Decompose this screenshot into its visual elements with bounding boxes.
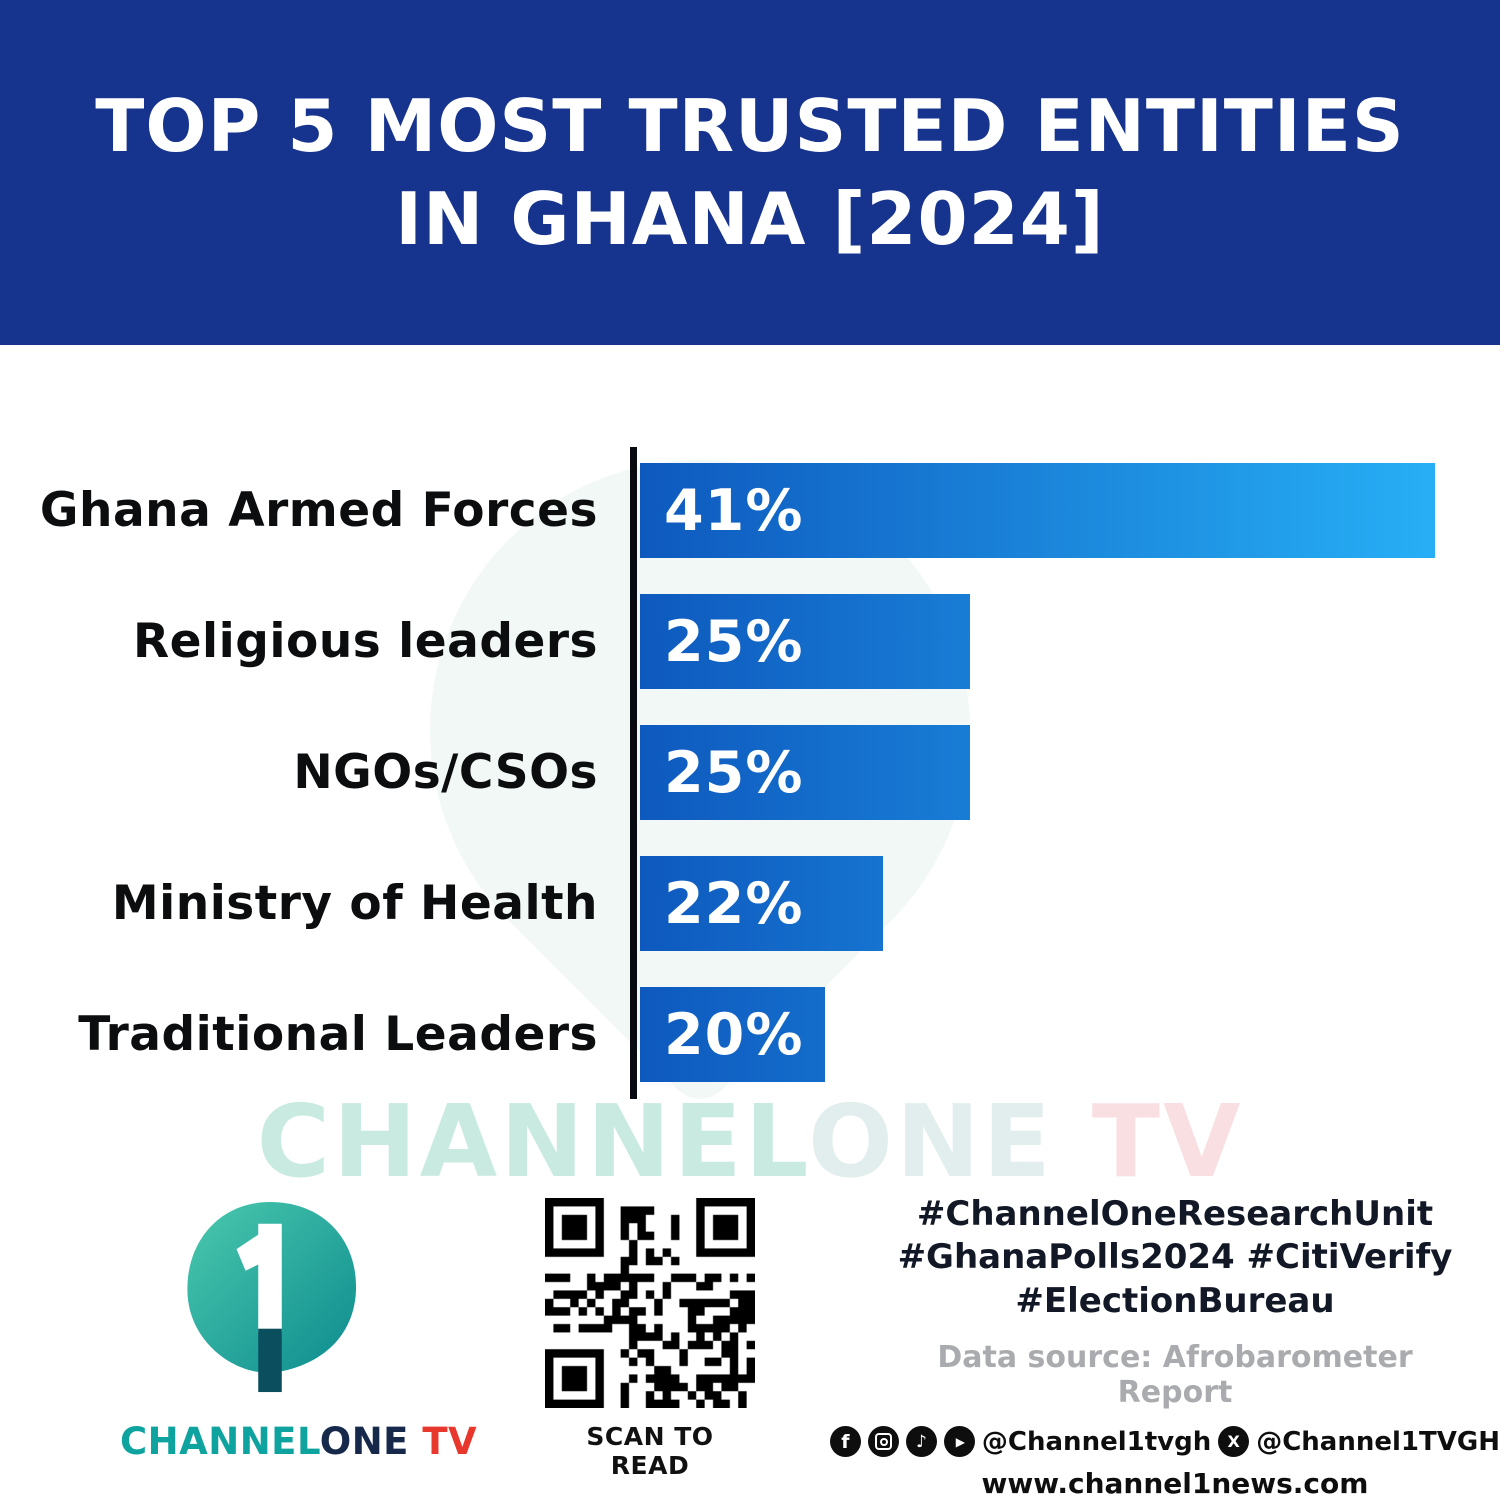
hashtag-line-3: #ElectionBureau: [1015, 1280, 1335, 1321]
bar-value-label: 25%: [664, 739, 804, 806]
bar-row: Ghana Armed Forces 41%: [0, 463, 1500, 558]
website-url: www.channel1news.com: [981, 1467, 1369, 1500]
social-handle-main: @Channel1tvgh: [981, 1426, 1212, 1457]
wordmark-one: ONE: [319, 1420, 409, 1463]
bar-value-label: 20%: [664, 1001, 804, 1068]
bar: 25%: [640, 594, 970, 689]
bar-category-label: Religious leaders: [132, 614, 598, 669]
bar: 25%: [640, 725, 970, 820]
bar-value-label: 25%: [664, 608, 804, 675]
x-icon: X: [1218, 1426, 1250, 1458]
logo-pick-icon: [187, 1202, 357, 1393]
tiktok-icon: ♪: [905, 1426, 937, 1458]
bar-chart: Ghana Armed Forces 41% Religious leaders 25…: [0, 345, 1500, 1125]
page-title-line1: TOP 5 MOST TRUSTED ENTITIES: [95, 84, 1405, 169]
footer: CHANNELONE TV SCAN TO READ #ChannelOneRe…: [0, 1180, 1500, 1500]
youtube-icon: ▶: [943, 1426, 975, 1458]
hashtag-line-1: #ChannelOneResearchUnit: [916, 1194, 1434, 1234]
footer-info: #ChannelOneResearchUnit #GhanaPolls2024 …: [829, 1194, 1500, 1500]
bar: 41%: [640, 463, 1435, 558]
social-row: f ♪ ▶ @Channel1tvgh X @Channel1TVGHA: [829, 1426, 1500, 1458]
bar-value-label: 22%: [664, 870, 804, 937]
bar: 20%: [640, 987, 825, 1082]
social-handle-x: @Channel1TVGHA: [1256, 1426, 1500, 1457]
bar-value-label: 41%: [664, 477, 804, 544]
qr-caption: SCAN TO READ: [586, 1422, 714, 1480]
bar-category-label: Ministry of Health: [111, 876, 598, 931]
bar-category-label: Traditional Leaders: [78, 1007, 598, 1062]
bar-category-label: Ghana Armed Forces: [39, 483, 598, 538]
y-axis-line: [630, 447, 637, 1099]
bar-row: NGOs/CSOs 25%: [0, 725, 1500, 820]
bar-row: Ministry of Health 22%: [0, 856, 1500, 951]
instagram-icon: [867, 1426, 899, 1458]
bar-row: Traditional Leaders 20%: [0, 987, 1500, 1082]
page-title: TOP 5 MOST TRUSTED ENTITIES IN GHANA [20…: [95, 80, 1405, 264]
logo-wordmark: CHANNELONE TV: [120, 1420, 477, 1463]
hashtag-line-2: #GhanaPolls2024 #CitiVerify: [897, 1237, 1453, 1278]
bar-row: Religious leaders 25%: [0, 594, 1500, 689]
header-banner: TOP 5 MOST TRUSTED ENTITIES IN GHANA [20…: [0, 0, 1500, 345]
bar: 22%: [640, 856, 883, 951]
qr-code: [545, 1198, 755, 1408]
qr-block: SCAN TO READ: [545, 1198, 755, 1480]
channel-one-logo: CHANNELONE TV: [120, 1185, 477, 1463]
data-source: Data source: Afrobarometer Report: [937, 1340, 1413, 1411]
page-title-line2: IN GHANA [2024]: [395, 176, 1105, 261]
wordmark-tv: TV: [408, 1420, 478, 1463]
wordmark-channel: CHANNEL: [120, 1420, 320, 1463]
facebook-icon: f: [829, 1426, 861, 1458]
bar-category-label: NGOs/CSOs: [293, 745, 598, 800]
